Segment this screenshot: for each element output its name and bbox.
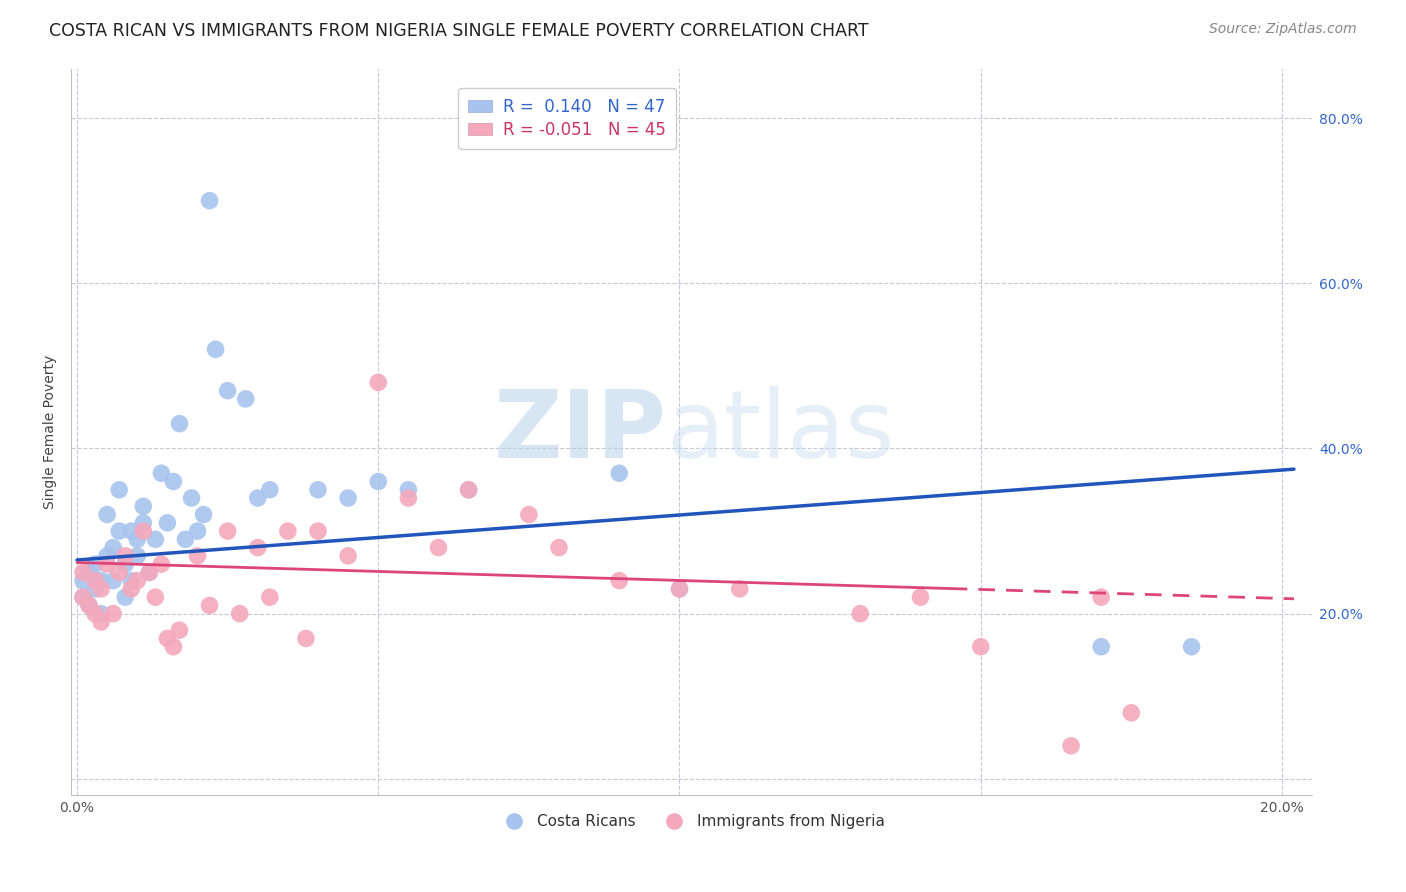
Point [295, 632, 318, 646]
Point [77, 599, 100, 613]
Point [186, 524, 208, 538]
Point [101, 607, 124, 621]
Text: atlas: atlas [666, 386, 896, 478]
Point [169, 417, 191, 431]
Point [1090, 590, 1112, 604]
Point [607, 467, 630, 481]
Point [186, 549, 208, 563]
Point [96, 508, 118, 522]
Point [396, 483, 419, 497]
Point [114, 549, 136, 563]
Point [127, 574, 149, 588]
Point [1180, 640, 1202, 654]
Point [127, 533, 149, 547]
Point [246, 541, 269, 555]
Point [90, 574, 112, 588]
Point [84, 582, 107, 596]
Point [114, 590, 136, 604]
Point [120, 524, 142, 538]
Point [162, 475, 184, 489]
Point [120, 582, 142, 596]
Point [96, 549, 118, 563]
Point [427, 541, 450, 555]
Point [108, 566, 131, 580]
Point [84, 607, 107, 621]
Point [72, 590, 94, 604]
Point [1090, 640, 1112, 654]
Point [72, 566, 94, 580]
Point [259, 483, 281, 497]
Point [457, 483, 479, 497]
Point [367, 475, 389, 489]
Point [90, 582, 112, 596]
Text: COSTA RICAN VS IMMIGRANTS FROM NIGERIA SINGLE FEMALE POVERTY CORRELATION CHART: COSTA RICAN VS IMMIGRANTS FROM NIGERIA S… [49, 22, 869, 40]
Point [457, 483, 479, 497]
Legend: Costa Ricans, Immigrants from Nigeria: Costa Ricans, Immigrants from Nigeria [492, 808, 890, 835]
Point [1060, 739, 1083, 753]
Point [150, 467, 173, 481]
Point [180, 491, 202, 505]
Point [668, 582, 690, 596]
Point [307, 483, 329, 497]
Point [198, 194, 221, 208]
Point [127, 549, 149, 563]
Point [150, 557, 173, 571]
Point [337, 491, 360, 505]
Point [548, 541, 571, 555]
Point [101, 574, 124, 588]
Point [277, 524, 299, 538]
Point [396, 491, 419, 505]
Point [367, 376, 389, 390]
Point [84, 557, 107, 571]
Point [77, 599, 100, 613]
Point [910, 590, 932, 604]
Point [169, 623, 191, 637]
Point [101, 541, 124, 555]
Point [259, 590, 281, 604]
Point [96, 557, 118, 571]
Text: ZIP: ZIP [494, 386, 666, 478]
Y-axis label: Single Female Poverty: Single Female Poverty [44, 355, 58, 509]
Point [114, 557, 136, 571]
Point [668, 582, 690, 596]
Point [970, 640, 993, 654]
Point [1121, 706, 1143, 720]
Point [849, 607, 872, 621]
Point [72, 574, 94, 588]
Point [162, 640, 184, 654]
Point [132, 516, 155, 530]
Point [204, 343, 226, 357]
Point [217, 384, 239, 398]
Point [72, 590, 94, 604]
Point [132, 500, 155, 514]
Text: Source: ZipAtlas.com: Source: ZipAtlas.com [1209, 22, 1357, 37]
Point [198, 599, 221, 613]
Point [77, 566, 100, 580]
Point [138, 566, 160, 580]
Point [84, 574, 107, 588]
Point [156, 632, 179, 646]
Point [246, 491, 269, 505]
Point [90, 615, 112, 629]
Point [143, 533, 166, 547]
Point [132, 524, 155, 538]
Point [337, 549, 360, 563]
Point [174, 533, 197, 547]
Point [607, 574, 630, 588]
Point [728, 582, 751, 596]
Point [108, 524, 131, 538]
Point [90, 607, 112, 621]
Point [217, 524, 239, 538]
Point [108, 483, 131, 497]
Point [138, 566, 160, 580]
Point [120, 574, 142, 588]
Point [143, 590, 166, 604]
Point [517, 508, 540, 522]
Point [193, 508, 215, 522]
Point [235, 392, 257, 406]
Point [156, 516, 179, 530]
Point [228, 607, 250, 621]
Point [307, 524, 329, 538]
